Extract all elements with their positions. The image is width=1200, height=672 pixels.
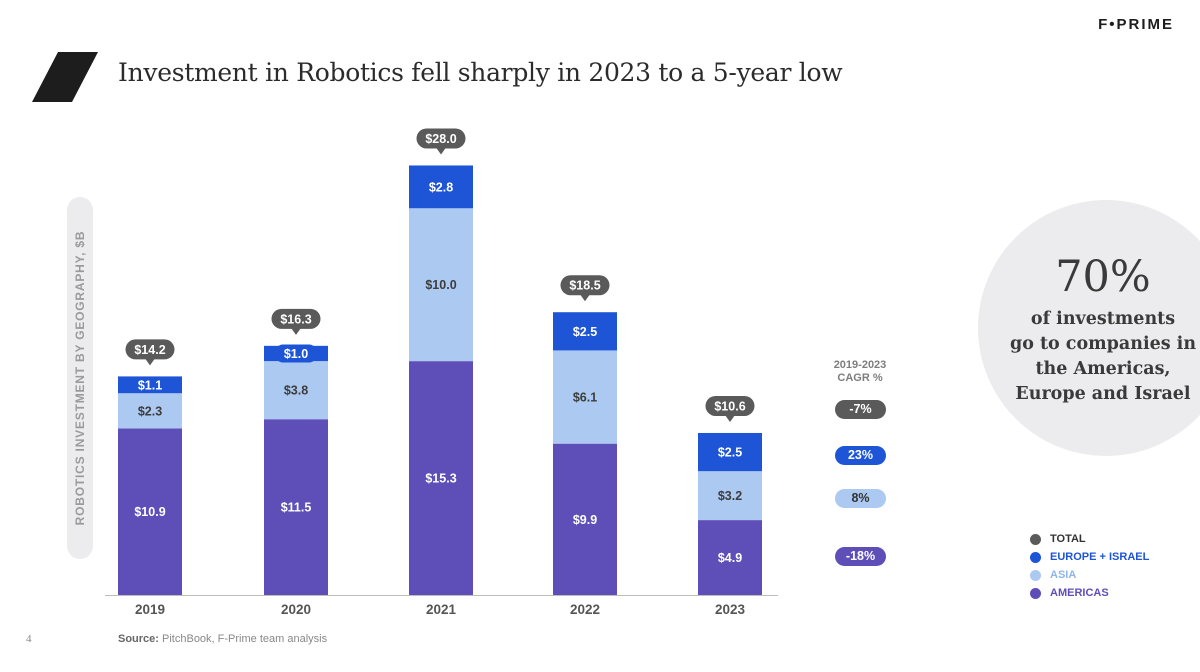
segment-label-americas-2022: $9.9 <box>573 513 597 527</box>
callout-line4: Europe and Israel <box>1015 384 1191 404</box>
brand-logo: F•PRIME <box>1098 16 1174 33</box>
total-pill-2020 <box>271 308 321 329</box>
title-slash-icon <box>32 52 98 102</box>
chart-legend: TOTAL EUROPE + ISRAEL ASIA AMERICAS <box>1030 530 1149 602</box>
legend-dot-europe-israel <box>1030 551 1041 563</box>
x-tick-label-2021: 2021 <box>426 602 457 617</box>
segment-label-asia-2020: $3.8 <box>284 384 308 398</box>
total-pill-2019 <box>125 339 175 360</box>
x-tick-label-2020: 2020 <box>281 602 311 617</box>
bar-europe-israel-2019 <box>118 376 182 394</box>
callout-line3: the Americas, <box>1035 359 1171 379</box>
bar-americas-2022 <box>553 443 617 595</box>
legend-label-americas: AMERICAS <box>1050 587 1109 599</box>
legend-dot-total <box>1030 533 1041 545</box>
segment-label-europe-israel-2020: $1.0 <box>284 347 308 361</box>
total-label-2023: $10.6 <box>714 399 745 413</box>
segment-label-americas-2019: $10.9 <box>134 505 165 519</box>
total-pill-2022 <box>560 275 610 296</box>
legend-label-europe-israel: EUROPE + ISRAEL <box>1050 551 1150 563</box>
bar-asia-2020 <box>264 361 328 420</box>
total-pill-2023 <box>705 395 755 416</box>
x-tick-label-2022: 2022 <box>570 602 600 617</box>
legend-label-asia: ASIA <box>1050 569 1077 581</box>
bar-asia-2023 <box>698 471 762 521</box>
x-tick-label-2023: 2023 <box>715 602 746 617</box>
source-note: Source: PitchBook, F-Prime team analysis <box>118 633 327 645</box>
segment-label-americas-2021: $15.3 <box>425 472 456 486</box>
callout-percentage: 70% <box>1055 252 1151 302</box>
total-pill-pointer-2022 <box>580 294 590 302</box>
bar-asia-2021 <box>409 208 473 362</box>
segment-label-americas-2020: $11.5 <box>281 501 312 515</box>
bar-americas-2023 <box>698 520 762 595</box>
segment-label-europe-israel-2019: $1.1 <box>138 378 162 392</box>
legend-item-total: TOTAL <box>1030 530 1149 548</box>
cagr-title-line1: 2019-2023 <box>833 359 887 371</box>
bar-americas-2021 <box>409 361 473 595</box>
bar-asia-2022 <box>553 350 617 444</box>
callout-line2: go to companies in <box>1009 334 1197 354</box>
cagr-title: 2019-2023 CAGR % <box>818 359 902 385</box>
bar-americas-2020 <box>264 419 328 595</box>
legend-item-europe-israel: EUROPE + ISRAEL <box>1030 548 1149 566</box>
page-number: 4 <box>26 633 32 645</box>
cagr-total-pill: -7% <box>835 400 886 419</box>
total-label-2021: $28.0 <box>425 132 456 146</box>
segment-label-europe-israel-2022: $2.5 <box>573 325 597 339</box>
total-pill-pointer-2019 <box>145 358 155 366</box>
legend-dot-asia <box>1030 569 1041 581</box>
y-axis-label-background <box>67 197 93 559</box>
bar-europe-israel-2023 <box>698 432 762 472</box>
x-tick-label-2019: 2019 <box>135 602 165 617</box>
segment-label-asia-2019: $2.3 <box>138 404 162 418</box>
cagr-asia-pill: 8% <box>835 489 886 508</box>
total-pill-pointer-2023 <box>725 414 735 422</box>
source-text: PitchBook, F-Prime team analysis <box>158 633 328 645</box>
legend-item-asia: ASIA <box>1030 566 1149 584</box>
segment-label-asia-2021: $10.0 <box>425 278 456 292</box>
segment-label-asia-2023: $3.2 <box>718 489 742 503</box>
total-label-2022: $18.5 <box>569 279 600 293</box>
segment-label-europe-israel-2021: $2.8 <box>429 180 453 194</box>
bar-europe-israel-2021 <box>409 165 473 209</box>
segment-label-europe-israel-2023: $2.5 <box>718 446 742 460</box>
callout-circle <box>978 200 1200 456</box>
bar-europe-israel-2022 <box>553 312 617 351</box>
cagr-title-line2: CAGR % <box>837 372 883 384</box>
bar-americas-2019 <box>118 428 182 595</box>
segment-label-americas-2023: $4.9 <box>718 551 742 565</box>
source-label: Source: <box>118 633 159 645</box>
legend-dot-americas <box>1030 587 1041 599</box>
callout-text: of investments go to companies in the Am… <box>1003 307 1200 407</box>
callout-line1: of investments <box>1030 309 1176 329</box>
slide-title: Investment in Robotics fell sharply in 2… <box>118 58 843 87</box>
segment-label-bg-2020 <box>275 344 317 363</box>
total-label-2020: $16.3 <box>280 312 311 326</box>
segment-label-asia-2022: $6.1 <box>573 391 597 405</box>
bar-asia-2019 <box>118 393 182 429</box>
cagr-americas-pill: -18% <box>835 547 886 566</box>
legend-item-americas: AMERICAS <box>1030 584 1149 602</box>
total-label-2019: $14.2 <box>134 343 165 357</box>
total-pill-pointer-2021 <box>436 147 446 155</box>
cagr-europe-israel-pill: 23% <box>835 446 886 465</box>
legend-label-total: TOTAL <box>1050 533 1086 545</box>
total-pill-2021 <box>416 128 466 149</box>
total-pill-pointer-2020 <box>291 327 301 335</box>
